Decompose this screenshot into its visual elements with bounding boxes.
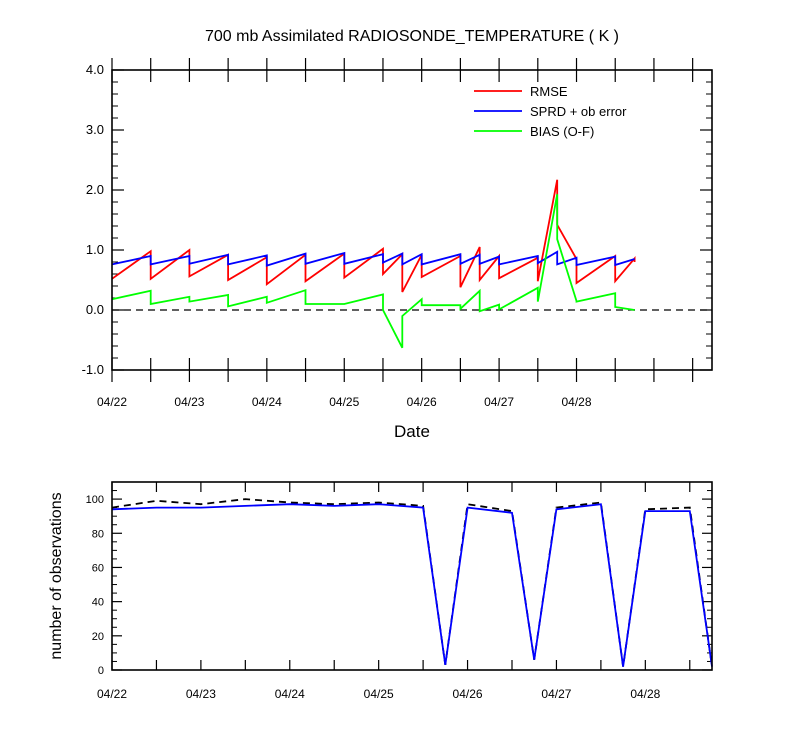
bottom-y-axis-label: number of observations — [48, 492, 65, 659]
legend-label-rmse: RMSE — [530, 84, 568, 99]
x-tick-label: 04/22 — [97, 687, 127, 701]
y-tick-label: 20 — [92, 631, 104, 643]
top-y-tick-labels: -1.0 0.0 1.0 2.0 3.0 4.0 — [82, 62, 104, 377]
x-tick-label: 04/24 — [275, 687, 305, 701]
top-chart: 700 mb Assimilated RADIOSONDE_TEMPERATUR… — [82, 28, 713, 441]
top-x-axis-label: Date — [394, 422, 430, 441]
bottom-x-tick-labels: 04/22 04/23 04/24 04/25 04/26 04/27 04/28 — [97, 687, 661, 701]
bottom-y-tick-labels: 0 20 40 60 80 100 — [86, 494, 104, 677]
bottom-chart-series — [111, 498, 713, 667]
bottom-chart-axes — [111, 481, 712, 671]
y-tick-label: 3.0 — [86, 122, 104, 137]
x-tick-label: 04/28 — [630, 687, 660, 701]
series-line-bias-o-f — [111, 194, 635, 349]
top-x-tick-labels: 04/22 04/23 04/24 04/25 04/26 04/27 04/28 — [97, 395, 592, 409]
top-chart-series — [111, 179, 636, 349]
y-tick-label: 80 — [92, 528, 104, 540]
x-tick-label: 04/25 — [364, 687, 394, 701]
y-tick-label: 0.0 — [86, 302, 104, 317]
legend-label-sprd: SPRD + ob error — [530, 104, 627, 119]
y-tick-label: 1.0 — [86, 242, 104, 257]
y-tick-label: 4.0 — [86, 62, 104, 77]
x-tick-label: 04/27 — [484, 395, 514, 409]
x-tick-label: 04/27 — [541, 687, 571, 701]
bottom-plot-frame — [111, 481, 713, 671]
x-tick-label: 04/24 — [252, 395, 282, 409]
series-line-1 — [111, 498, 713, 667]
x-tick-label: 04/22 — [97, 395, 127, 409]
y-tick-label: 40 — [92, 597, 104, 609]
series-line-sprd-ob-error — [111, 250, 635, 267]
y-tick-label: 60 — [92, 562, 104, 574]
chart-title: 700 mb Assimilated RADIOSONDE_TEMPERATUR… — [205, 28, 619, 45]
x-tick-label: 04/28 — [562, 395, 592, 409]
top-plot-frame — [111, 69, 713, 371]
series-line-2 — [111, 503, 713, 667]
legend: RMSE SPRD + ob error BIAS (O-F) — [474, 84, 627, 139]
legend-item-sprd: SPRD + ob error — [474, 104, 627, 119]
legend-item-bias: BIAS (O-F) — [474, 124, 594, 139]
x-tick-label: 04/26 — [453, 687, 483, 701]
x-tick-label: 04/26 — [407, 395, 437, 409]
y-tick-label: 2.0 — [86, 182, 104, 197]
legend-item-rmse: RMSE — [474, 84, 568, 99]
legend-label-bias: BIAS (O-F) — [530, 124, 594, 139]
x-tick-label: 04/23 — [186, 687, 216, 701]
y-tick-label: 0 — [98, 665, 104, 677]
x-tick-label: 04/23 — [174, 395, 204, 409]
y-tick-label: -1.0 — [82, 362, 104, 377]
y-tick-label: 100 — [86, 494, 104, 506]
x-tick-label: 04/25 — [329, 395, 359, 409]
